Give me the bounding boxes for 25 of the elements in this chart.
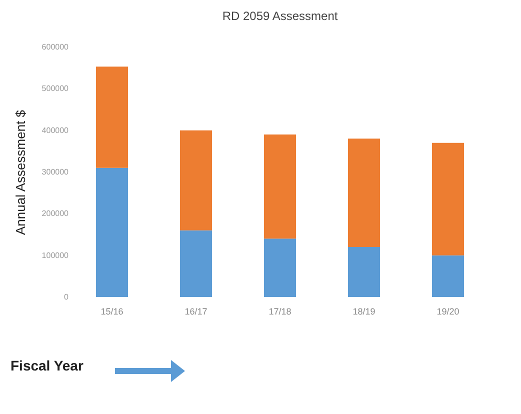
x-tick-label: 17/18 bbox=[268, 306, 292, 316]
y-tick-label: 100000 bbox=[42, 250, 70, 260]
chart-title: RD 2059 Assessment bbox=[222, 9, 338, 23]
bar bbox=[264, 238, 296, 297]
x-tick-label: 15/16 bbox=[100, 306, 124, 316]
x-tick-label: 19/20 bbox=[436, 306, 460, 316]
y-tick-label: 300000 bbox=[42, 168, 70, 176]
y-tick-label: 500000 bbox=[42, 84, 70, 94]
x-tick-label: 18/19 bbox=[352, 306, 376, 316]
bar bbox=[264, 134, 296, 239]
y-tick-label: 400000 bbox=[42, 126, 70, 135]
bar bbox=[432, 255, 464, 297]
y-tick-label: 200000 bbox=[42, 209, 70, 218]
y-tick-label: 600000 bbox=[42, 42, 70, 52]
bar bbox=[432, 142, 464, 256]
x-axis-title: Fiscal Year bbox=[10, 358, 84, 374]
x-tick-label: 16/17 bbox=[184, 306, 208, 316]
bar bbox=[348, 247, 380, 297]
bar bbox=[96, 66, 128, 168]
bar bbox=[96, 168, 128, 297]
bar bbox=[180, 230, 212, 297]
y-tick-label: 0 bbox=[64, 292, 70, 302]
bar bbox=[180, 130, 212, 230]
bar bbox=[348, 138, 380, 247]
y-axis-title: Annual Assessment $ bbox=[12, 109, 28, 236]
